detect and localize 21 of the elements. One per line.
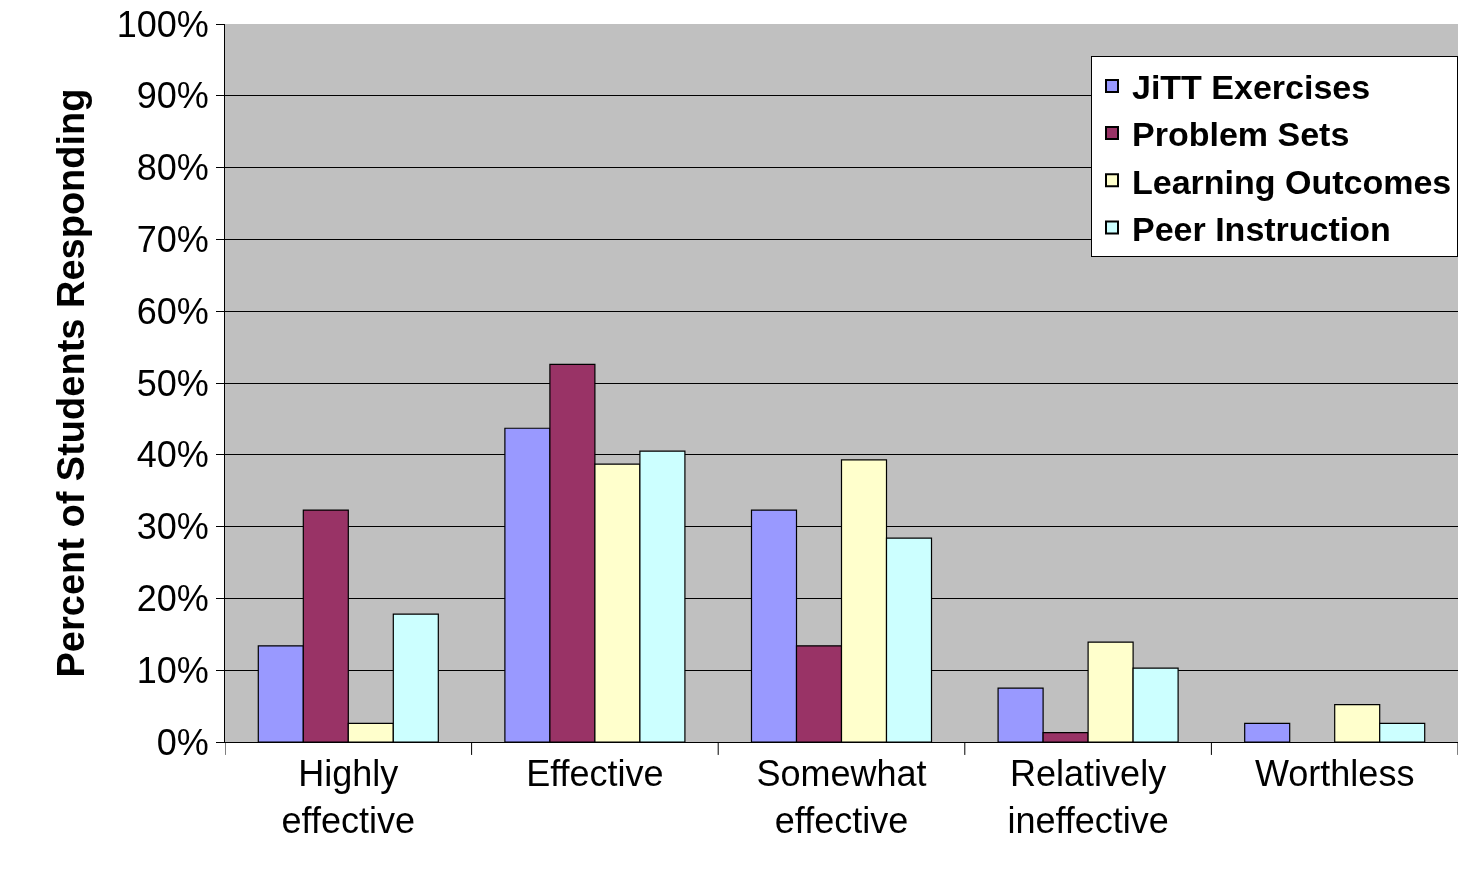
y-tick-label: 80%: [136, 147, 209, 189]
y-tick-label: 30%: [136, 506, 209, 548]
x-tick-label: Highly effective: [281, 753, 416, 841]
x-tick-label: Effective: [526, 753, 664, 795]
y-tick-label: 40%: [136, 434, 209, 476]
y-tick-label: 10%: [136, 649, 209, 691]
y-tick-label: 60%: [136, 290, 209, 332]
y-axis-title: Percent of Students Responding: [49, 88, 92, 678]
legend-label: JiTT Exercises: [1132, 68, 1371, 107]
y-tick-label: 100%: [116, 3, 209, 45]
y-tick-label: 0%: [156, 721, 209, 763]
x-tick-label: Relatively ineffective: [1007, 753, 1169, 841]
legend-label: Learning Outcomes: [1132, 162, 1452, 201]
x-tick-label: Worthless: [1255, 753, 1415, 795]
legend-label: Peer Instruction: [1132, 209, 1391, 248]
legend-label: Problem Sets: [1132, 115, 1350, 154]
y-tick-label: 50%: [136, 362, 209, 404]
x-tick-label: Somewhat effective: [756, 753, 927, 841]
y-tick-label: 70%: [136, 219, 209, 260]
y-tick-label: 90%: [136, 75, 209, 117]
y-tick-label: 20%: [136, 578, 209, 619]
